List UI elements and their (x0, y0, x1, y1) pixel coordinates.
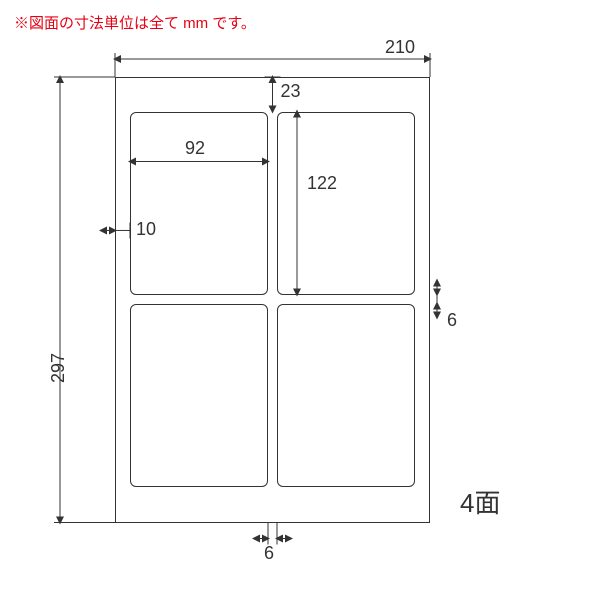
dim-cell-height: 122 (307, 173, 337, 194)
dim-cell-width: 92 (185, 138, 205, 159)
panel-count-label: 4面 (460, 483, 500, 520)
dim-top-margin: 23 (281, 81, 301, 102)
dim-sheet-width: 210 (385, 37, 415, 58)
dim-gap-v: 6 (447, 310, 457, 331)
dim-gap-h: 6 (264, 543, 274, 564)
dim-left-margin: 10 (136, 219, 156, 240)
dim-sheet-height: 297 (48, 353, 69, 383)
